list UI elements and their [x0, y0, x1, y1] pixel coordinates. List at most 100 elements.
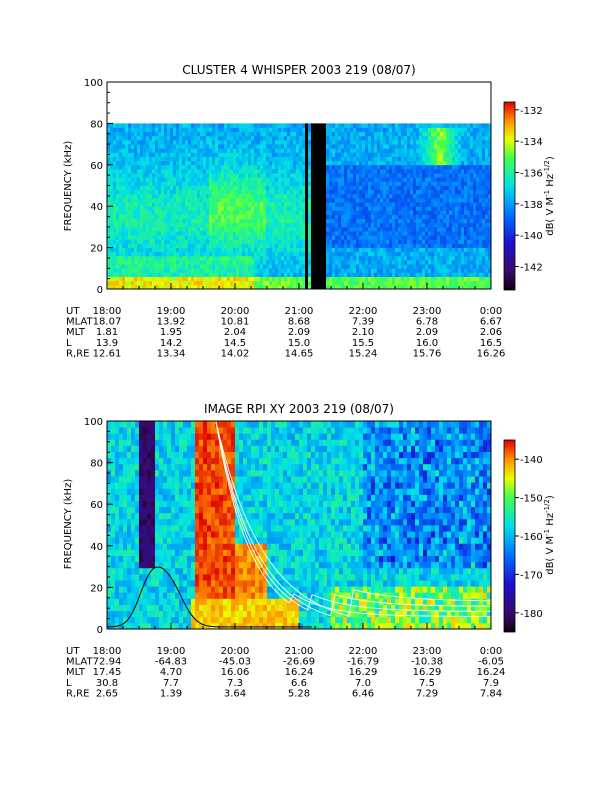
- heatmap-cell: [173, 139, 177, 145]
- heatmap-cell: [254, 239, 258, 244]
- heatmap-cell: [422, 251, 426, 257]
- heatmap-cell: [299, 231, 303, 236]
- heatmap-cell: [248, 268, 252, 273]
- heatmap-cell: [374, 280, 378, 286]
- heatmap-cell: [431, 173, 435, 178]
- heatmap-cell: [269, 268, 273, 273]
- heatmap-cell: [146, 127, 150, 133]
- heatmap-cell: [275, 144, 279, 149]
- heatmap-cell: [176, 222, 180, 228]
- heatmap-cell: [173, 193, 177, 199]
- heatmap-cell: [146, 284, 150, 289]
- heatmap-cell: [350, 260, 354, 265]
- heatmap-cell: [407, 251, 411, 257]
- heatmap-cell: [167, 284, 171, 289]
- heatmap-cell: [317, 206, 321, 211]
- heatmap-cell: [305, 193, 309, 199]
- heatmap-cell: [446, 276, 450, 282]
- heatmap-cell: [437, 177, 441, 182]
- heatmap-cell: [275, 226, 279, 232]
- heatmap-cell: [350, 272, 354, 277]
- heatmap-cell: [170, 189, 174, 195]
- heatmap-cell: [464, 243, 468, 248]
- heatmap-cell: [227, 185, 231, 191]
- heatmap-cell: [431, 206, 435, 211]
- heatmap-cell: [179, 222, 183, 228]
- heatmap-cell: [140, 173, 144, 178]
- heatmap-cell: [320, 231, 324, 236]
- heatmap-cell: [407, 264, 411, 269]
- heatmap-cell: [317, 160, 321, 166]
- heatmap-cell: [329, 218, 333, 224]
- heatmap-cell: [305, 144, 309, 149]
- heatmap-cell: [179, 214, 183, 220]
- heatmap-cell: [401, 127, 405, 133]
- heatmap-cell: [419, 247, 423, 253]
- heatmap-cell: [359, 127, 363, 133]
- heatmap-cell: [263, 210, 267, 215]
- heatmap-cell: [467, 144, 471, 149]
- heatmap-cell: [425, 131, 429, 137]
- heatmap-cell: [458, 222, 462, 228]
- heatmap-cell: [245, 268, 249, 273]
- heatmap-cell: [266, 235, 270, 240]
- heatmap-cell: [194, 123, 198, 128]
- heatmap-cell: [362, 243, 366, 248]
- heatmap-cell: [239, 144, 243, 149]
- heatmap-cell: [449, 206, 453, 211]
- heatmap-cell: [320, 255, 324, 261]
- heatmap-cell: [317, 243, 321, 248]
- heatmap-cell: [470, 214, 474, 220]
- heatmap-cell: [347, 135, 351, 141]
- heatmap-cell: [470, 152, 474, 157]
- heatmap-cell: [455, 197, 459, 203]
- heatmap-cell: [353, 156, 357, 162]
- heatmap-cell: [461, 202, 465, 207]
- heatmap-cell: [206, 247, 210, 253]
- heatmap-cell: [245, 152, 249, 157]
- heatmap-cell: [356, 135, 360, 141]
- heatmap-cell: [467, 181, 471, 186]
- heatmap-cell: [116, 239, 120, 244]
- heatmap-cell: [308, 243, 312, 248]
- heatmap-cell: [305, 131, 309, 137]
- heatmap-cell: [293, 272, 297, 277]
- heatmap-cell: [296, 210, 300, 215]
- heatmap-cell: [389, 264, 393, 269]
- heatmap-cell: [299, 264, 303, 269]
- heatmap-cell: [455, 168, 459, 174]
- heatmap-cell: [416, 148, 420, 153]
- heatmap-cell: [215, 164, 219, 170]
- heatmap-cell: [185, 193, 189, 199]
- heatmap-cell: [401, 222, 405, 228]
- heatmap-cell: [473, 160, 477, 166]
- heatmap-cell: [263, 235, 267, 240]
- heatmap-cell: [239, 218, 243, 224]
- heatmap-cell: [455, 148, 459, 153]
- heatmap-cell: [401, 193, 405, 199]
- heatmap-cell: [341, 251, 345, 257]
- heatmap-cell: [302, 268, 306, 273]
- heatmap-cell: [164, 210, 168, 215]
- heatmap-cell: [194, 235, 198, 240]
- heatmap-cell: [392, 135, 396, 141]
- heatmap-cell: [242, 260, 246, 265]
- heatmap-cell: [299, 239, 303, 244]
- heatmap-cell: [425, 226, 429, 232]
- heatmap-cell: [326, 127, 330, 133]
- heatmap-cell: [140, 177, 144, 182]
- heatmap-cell: [323, 251, 327, 257]
- heatmap-cell: [470, 168, 474, 174]
- heatmap-cell: [254, 210, 258, 215]
- heatmap-cell: [224, 260, 228, 265]
- heatmap-cell: [257, 144, 261, 149]
- heatmap-cell: [404, 251, 408, 257]
- heatmap-cell: [287, 123, 291, 128]
- heatmap-cell: [245, 251, 249, 257]
- heatmap-cell: [266, 148, 270, 153]
- heatmap-cell: [278, 135, 282, 141]
- heatmap-cell: [311, 135, 315, 141]
- heatmap-cell: [197, 131, 201, 137]
- heatmap-cell: [341, 131, 345, 137]
- heatmap-cell: [446, 160, 450, 166]
